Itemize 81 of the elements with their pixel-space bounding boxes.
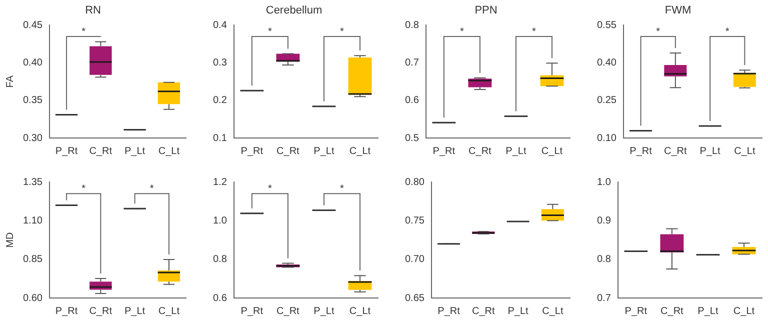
- y-tick-label: 1.2: [212, 176, 228, 188]
- y-tick-label: 1.10: [22, 215, 43, 226]
- x-tick-label: P_Rt: [55, 146, 78, 157]
- y-tick-label: 0.35: [22, 95, 43, 106]
- x-tick-label: C_Rt: [276, 146, 300, 157]
- y-tick-label: 0.6: [212, 292, 228, 304]
- x-tick-label: C_Lt: [541, 146, 563, 157]
- x-tick-label: C_Rt: [660, 306, 684, 317]
- x-tick-label: C_Rt: [89, 306, 112, 317]
- y-tick-label: 0.5: [404, 132, 420, 144]
- x-tick-label: P_Rt: [630, 146, 652, 157]
- x-tick-label: P_Rt: [624, 306, 648, 317]
- y-tick-label: 0.7: [404, 58, 420, 69]
- y-tick-label: 0.45: [22, 20, 43, 31]
- x-tick-label: C_Rt: [89, 146, 112, 157]
- x-tick-label: C_Lt: [349, 146, 371, 157]
- chart-title: PPN: [474, 4, 498, 17]
- x-tick-label: P_Lt: [314, 146, 334, 157]
- x-tick-label: P_Lt: [124, 146, 146, 157]
- y-tick-label: 0.10: [596, 132, 617, 144]
- annotation: *: [340, 26, 344, 38]
- y-tick-label: 0.40: [596, 58, 617, 69]
- y-tick-label: 0.8: [596, 254, 612, 266]
- y-axis-title: FA: [4, 75, 16, 88]
- annotation: *: [532, 26, 536, 38]
- x-tick-label: P_Rt: [438, 306, 460, 317]
- chart-title: Cerebellum: [266, 4, 322, 17]
- x-tick-label: C_Rt: [472, 306, 496, 317]
- annotation: *: [82, 184, 86, 195]
- x-tick-label: C_Rt: [664, 146, 688, 157]
- y-tick-label: 0.1: [212, 132, 228, 144]
- annotation: *: [460, 26, 464, 38]
- x-tick-label: P_Rt: [55, 306, 78, 317]
- y-tick-label: 0.4: [212, 20, 228, 31]
- chart-title: RN: [85, 4, 101, 17]
- y-axis-title: MD: [4, 232, 16, 248]
- x-tick-label: C_Lt: [734, 146, 756, 157]
- y-tick-label: 1.0: [596, 176, 612, 188]
- x-tick-label: C_Rt: [276, 306, 300, 317]
- y-tick-label: 0.65: [404, 292, 425, 304]
- y-tick-label: 0.30: [22, 132, 43, 144]
- y-tick-label: 0.8: [212, 254, 228, 266]
- annotation: *: [150, 184, 154, 195]
- x-tick-label: P_Lt: [698, 306, 718, 317]
- annotation: *: [656, 26, 660, 38]
- y-tick-label: 1.35: [22, 176, 43, 188]
- x-tick-label: C_Lt: [349, 306, 371, 317]
- y-tick-label: 0.55: [596, 20, 617, 31]
- x-tick-label: P_Lt: [124, 306, 146, 317]
- annotation: *: [268, 26, 272, 38]
- annotation: *: [725, 26, 730, 38]
- chart-title: FWM: [664, 4, 692, 17]
- x-tick-label: P_Rt: [432, 146, 456, 157]
- annotation: *: [82, 26, 86, 38]
- x-tick-label: P_Lt: [314, 306, 334, 317]
- y-tick-label: 0.8: [404, 20, 420, 31]
- y-tick-label: 0.6: [404, 95, 420, 106]
- y-tick-label: 1.0: [212, 215, 228, 226]
- y-tick-label: 0.25: [596, 95, 617, 106]
- x-tick-label: P_Lt: [506, 146, 526, 157]
- y-tick-label: 0.80: [404, 176, 425, 188]
- y-tick-label: 0.9: [596, 215, 612, 226]
- x-tick-label: C_Lt: [158, 306, 180, 317]
- x-tick-label: C_Lt: [733, 306, 755, 317]
- x-tick-label: C_Lt: [158, 146, 180, 157]
- x-tick-label: P_Rt: [240, 146, 264, 157]
- y-tick-label: 0.3: [212, 58, 228, 69]
- y-tick-label: 0.75: [404, 215, 425, 226]
- x-tick-label: C_Lt: [542, 306, 564, 317]
- x-tick-label: P_Lt: [508, 306, 529, 317]
- y-tick-label: 0.85: [22, 254, 43, 266]
- annotation: *: [268, 184, 272, 195]
- x-tick-label: P_Lt: [700, 146, 721, 157]
- y-tick-label: 0.60: [22, 292, 43, 304]
- x-tick-label: P_Rt: [240, 306, 264, 317]
- x-tick-label: C_Rt: [468, 146, 492, 157]
- y-tick-label: 0.7: [596, 292, 612, 304]
- y-tick-label: 0.70: [404, 254, 425, 266]
- annotation: *: [340, 184, 344, 195]
- y-tick-label: 0.2: [212, 95, 228, 106]
- y-tick-label: 0.40: [22, 58, 43, 69]
